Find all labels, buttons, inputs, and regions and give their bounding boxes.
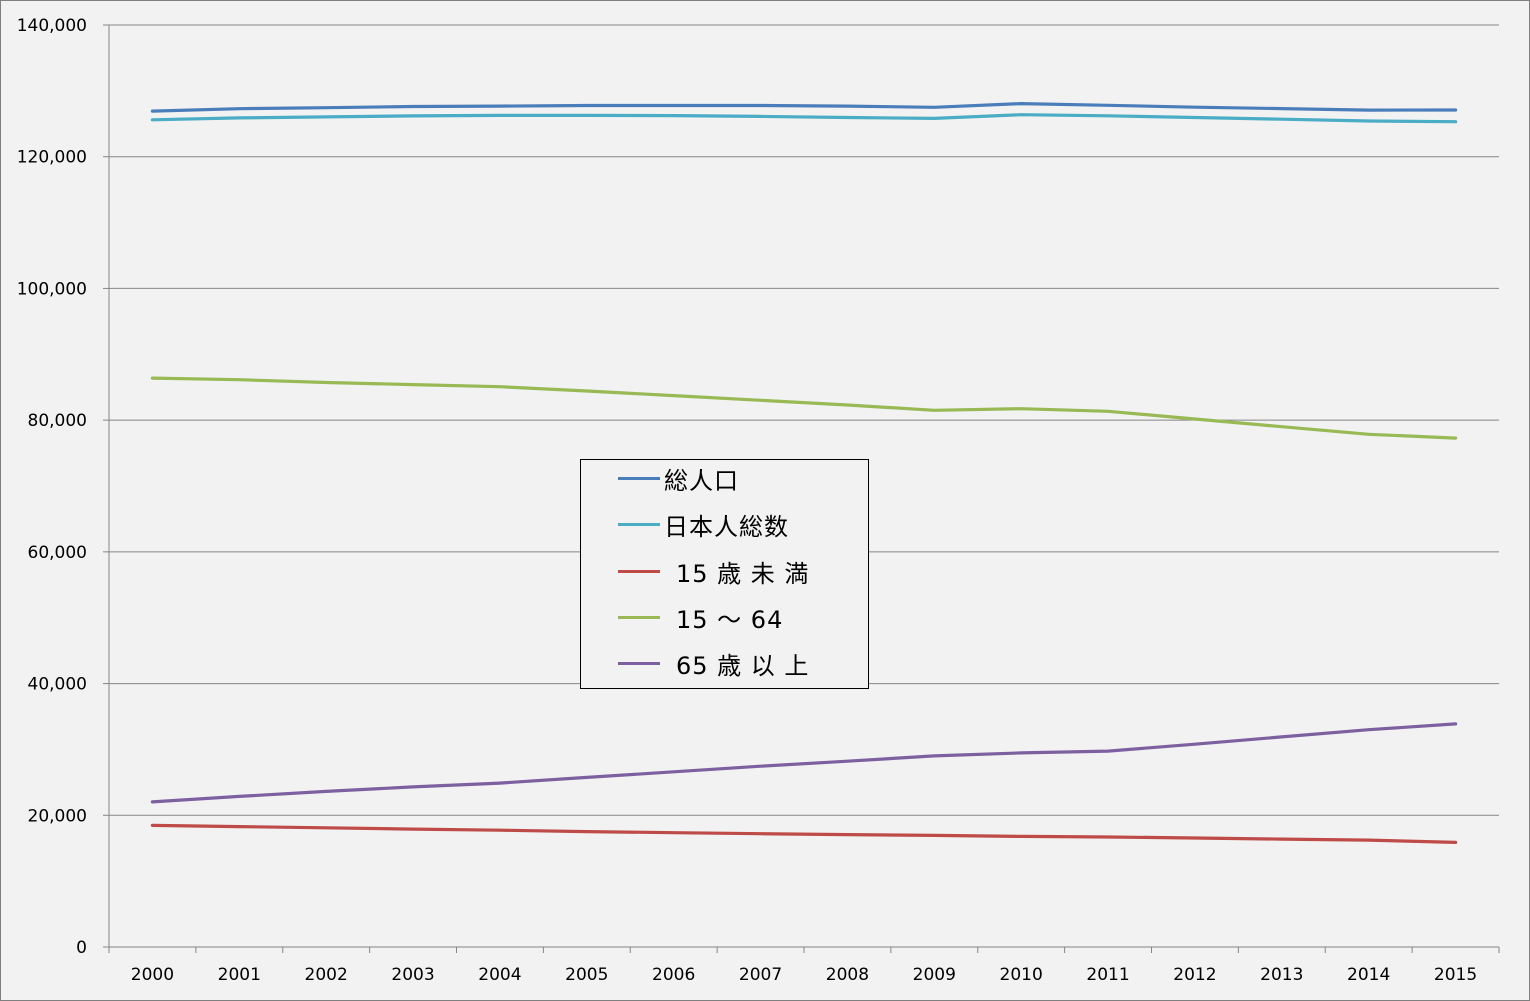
- legend-item-japanese-total: 日本人総数: [618, 508, 789, 541]
- tick-labels: 0 20,000 40,000 60,000 80,000 100,000 120,000 1…: [17, 16, 1478, 985]
- legend-swatch: [618, 569, 660, 573]
- x-tick-label: 2014: [1347, 965, 1390, 985]
- legend-swatch: [618, 522, 660, 526]
- legend-swatch: [618, 615, 660, 619]
- x-tick-label: 2012: [1173, 965, 1216, 985]
- axes: [103, 24, 1500, 953]
- x-tick-label: 2008: [826, 965, 869, 985]
- y-tick-label: 0: [76, 938, 87, 958]
- series-line-0: [150, 101, 1458, 113]
- legend-item-total-population: 総人口: [618, 462, 739, 495]
- legend-label: 15 歳 未 満: [676, 559, 810, 588]
- x-tick-label: 2010: [1000, 965, 1043, 985]
- x-tick-label: 2002: [305, 965, 348, 985]
- y-tick-label: 20,000: [28, 806, 87, 826]
- x-tick-label: 2013: [1260, 965, 1303, 985]
- series-line-1: [150, 113, 1458, 124]
- legend-item-under-15: 15 歳 未 満: [618, 555, 810, 588]
- series-line-3: [150, 376, 1458, 440]
- legend-label: 総人口: [664, 466, 739, 495]
- series-lines: [150, 101, 1458, 845]
- x-tick-label: 2009: [913, 965, 956, 985]
- x-tick-label: 2011: [1086, 965, 1129, 985]
- legend-item-15-64: 15 ～ 64: [618, 601, 784, 634]
- legend-swatch: [618, 476, 660, 480]
- legend: 総人口 日本人総数 15 歳 未 満 15 ～ 64 65 歳 以 上: [580, 459, 869, 689]
- y-tick-label: 60,000: [28, 543, 87, 563]
- x-tick-label: 2004: [478, 965, 521, 985]
- series-line-4: [150, 722, 1458, 804]
- x-tick-label: 2000: [131, 965, 174, 985]
- y-tick-label: 140,000: [17, 16, 87, 36]
- x-tick-label: 2003: [391, 965, 434, 985]
- x-tick-label: 2006: [652, 965, 695, 985]
- legend-swatch: [618, 661, 660, 665]
- x-tick-label: 2001: [218, 965, 261, 985]
- legend-item-65-plus: 65 歳 以 上: [618, 647, 810, 680]
- legend-label: 65 歳 以 上: [676, 651, 810, 680]
- x-tick-label: 2005: [565, 965, 608, 985]
- legend-label: 日本人総数: [664, 512, 789, 541]
- series-line-2: [150, 823, 1458, 845]
- grid-lines: [109, 24, 1499, 816]
- y-tick-label: 100,000: [17, 279, 87, 299]
- y-tick-label: 40,000: [28, 675, 87, 695]
- x-tick-label: 2015: [1434, 965, 1477, 985]
- legend-label: 15 ～ 64: [676, 605, 784, 634]
- y-tick-label: 120,000: [17, 148, 87, 168]
- y-tick-label: 80,000: [28, 411, 87, 431]
- x-tick-label: 2007: [739, 965, 782, 985]
